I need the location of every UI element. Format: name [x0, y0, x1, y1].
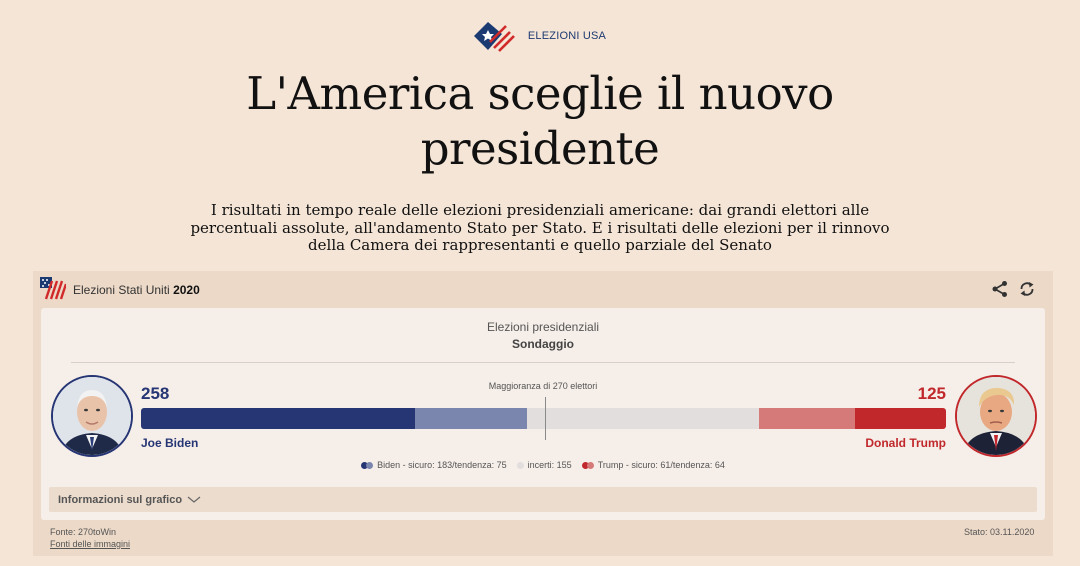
- bar-segment-biden-lean: [414, 408, 528, 429]
- state-text: Stato: 03.11.2020: [964, 527, 1035, 537]
- image-sources-link[interactable]: Fonti delle immagini: [50, 539, 131, 549]
- legend-trump: Trump - sicuro: 61/tendenza: 64: [581, 460, 725, 470]
- top-brand[interactable]: ELEZIONI USA: [0, 20, 1080, 52]
- electoral-bar: [141, 408, 946, 429]
- chart-info-toggle[interactable]: Informazioni sul grafico: [49, 487, 1037, 512]
- bar-segment-undecided: [527, 408, 759, 429]
- majority-marker: [544, 397, 546, 440]
- usa-flag-icon: [473, 22, 515, 52]
- chart-legend: Biden - sicuro: 183/tendenza: 75 incerti…: [41, 460, 1045, 470]
- widget-title-prefix: Elezioni Stati Uniti: [73, 283, 170, 297]
- panel-title: Elezioni presidenziali: [486, 320, 600, 334]
- brand-label: ELEZIONI USA: [527, 30, 607, 42]
- usa-flag-icon: [40, 277, 66, 300]
- trump-avatar: [955, 375, 1037, 457]
- page-title: L'America sceglie il nuovo presidente: [246, 67, 834, 175]
- chart-info-label: Informazioni sul grafico: [58, 493, 183, 506]
- widget-title-year: 2020: [173, 283, 200, 297]
- majority-label: Maggioranza di 270 elettori: [488, 381, 598, 391]
- refresh-icon[interactable]: [1018, 280, 1036, 298]
- bar-segment-trump-safe: [854, 408, 946, 429]
- widget-header: Elezioni Stati Uniti 2020: [33, 271, 1053, 307]
- divider: [71, 362, 1015, 363]
- legend-biden: Biden - sicuro: 183/tendenza: 75: [361, 460, 507, 470]
- legend-trump-label: Trump - sicuro: 61/tendenza: 64: [597, 460, 725, 470]
- biden-total: 258: [141, 384, 170, 403]
- source-text: Fonte: 270toWin: [50, 527, 117, 537]
- share-icon[interactable]: [991, 280, 1009, 298]
- trump-name: Donald Trump: [865, 436, 946, 450]
- bar-segment-biden-safe: [141, 408, 415, 429]
- legend-biden-label: Biden - sicuro: 183/tendenza: 75: [377, 460, 507, 470]
- widget-title: Elezioni Stati Uniti 2020: [73, 283, 200, 297]
- page-subtitle: I risultati in tempo reale delle elezion…: [190, 201, 890, 254]
- legend-undecided: incerti: 155: [516, 460, 572, 470]
- panel-subtitle: Sondaggio: [512, 337, 574, 351]
- chevron-down-icon: [187, 496, 201, 503]
- bar-segment-trump-lean: [758, 408, 855, 429]
- election-widget: Elezioni Stati Uniti 2020 Elezioni presi…: [33, 271, 1053, 556]
- legend-undecided-label: incerti: 155: [527, 460, 572, 470]
- biden-avatar: [51, 375, 133, 457]
- biden-name: Joe Biden: [141, 436, 199, 450]
- results-panel: Elezioni presidenziali Sondaggio: [41, 308, 1045, 520]
- trump-total: 125: [917, 384, 946, 403]
